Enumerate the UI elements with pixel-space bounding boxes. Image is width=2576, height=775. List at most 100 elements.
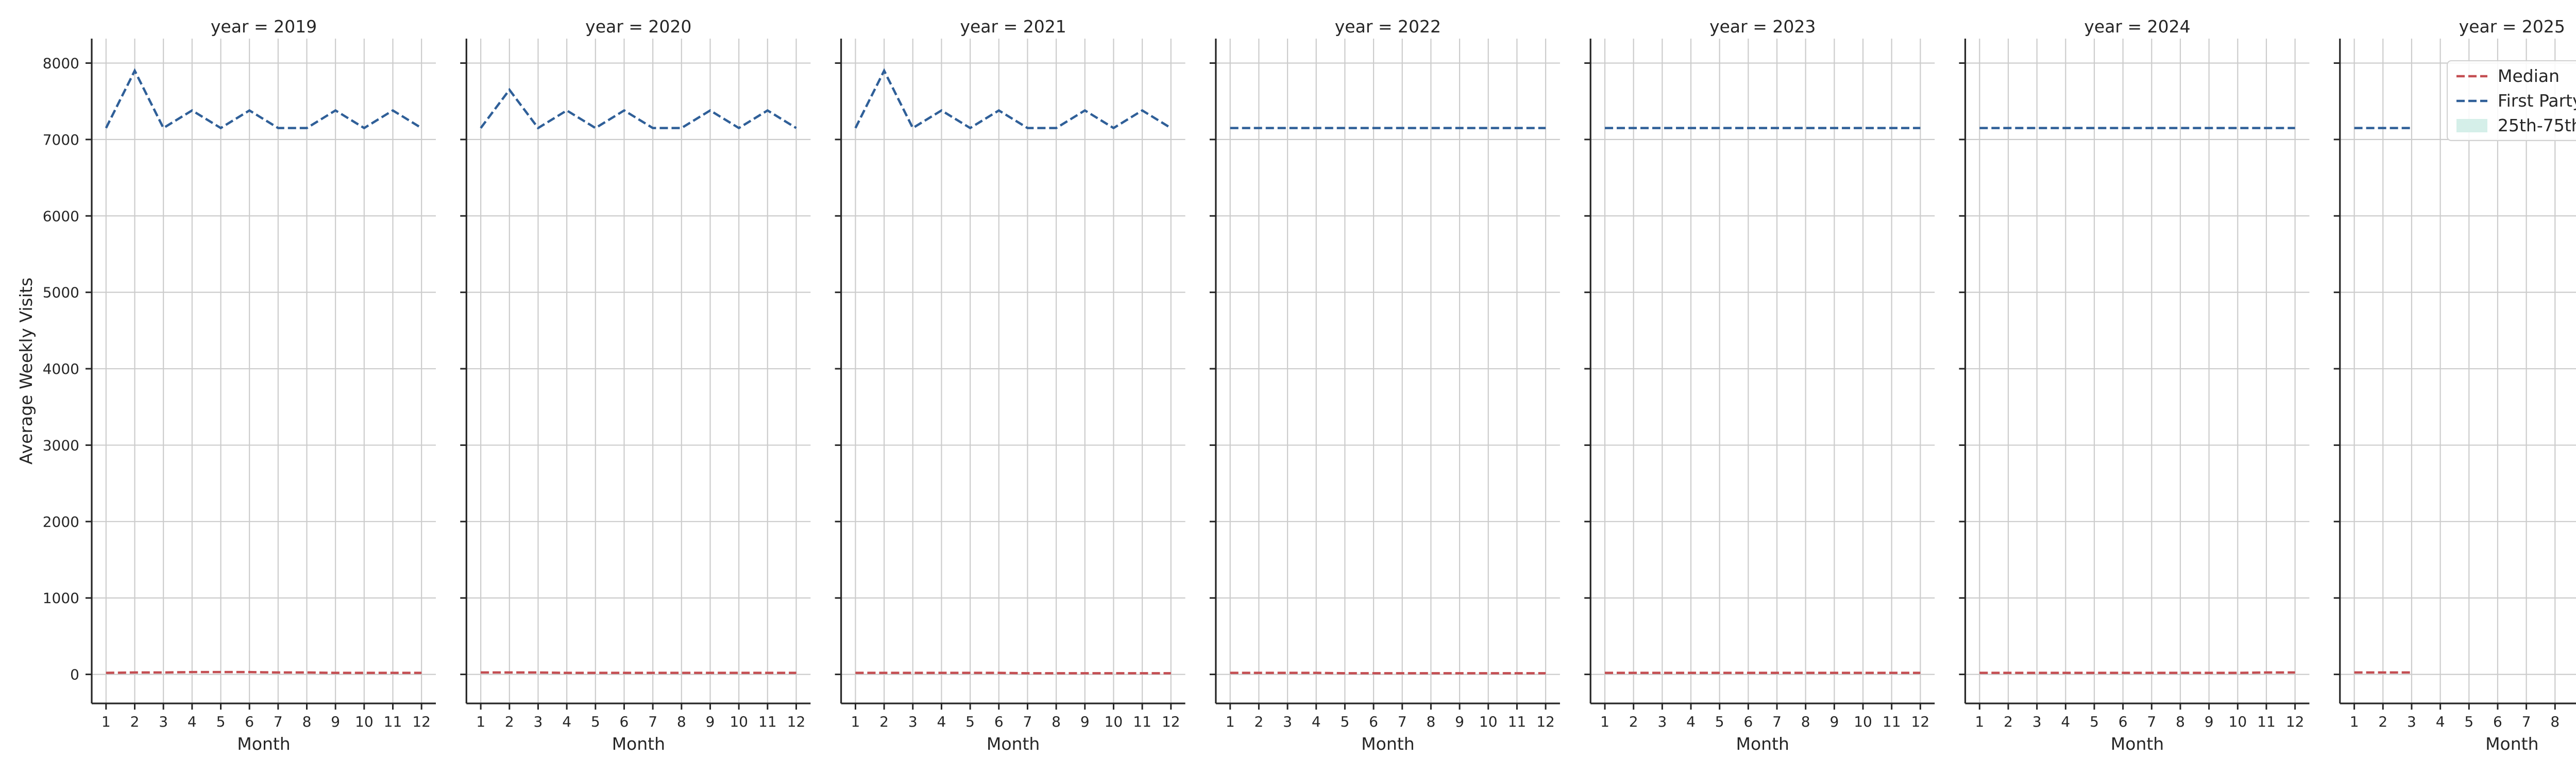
x-axis-title: Month — [2485, 734, 2538, 754]
x-tick-label: 2 — [2378, 713, 2387, 730]
x-tick-label: 9 — [331, 713, 340, 730]
x-tick-label: 4 — [937, 713, 946, 730]
x-tick-label: 4 — [188, 713, 197, 730]
x-tick-label: 6 — [620, 713, 629, 730]
x-axis-title: Month — [612, 734, 665, 754]
legend-label: Median — [2498, 66, 2560, 86]
x-tick-label: 7 — [1772, 713, 1782, 730]
x-tick-label: 11 — [1883, 713, 1901, 730]
median-line — [855, 671, 1171, 675]
x-tick-label: 10 — [355, 713, 374, 730]
x-tick-label: 8 — [1052, 713, 1061, 730]
x-tick-label: 12 — [1536, 713, 1555, 730]
y-tick-label: 0 — [70, 666, 79, 683]
x-tick-label: 8 — [2550, 713, 2560, 730]
x-tick-label: 8 — [1801, 713, 1810, 730]
y-tick-label: 4000 — [43, 360, 79, 377]
x-tick-label: 3 — [2407, 713, 2416, 730]
x-tick-label: 11 — [758, 713, 777, 730]
x-tick-label: 8 — [2176, 713, 2185, 730]
x-tick-label: 5 — [1340, 713, 1349, 730]
x-tick-label: 11 — [1133, 713, 1151, 730]
x-tick-label: 3 — [2032, 713, 2042, 730]
x-axis-title: Month — [1361, 734, 1414, 754]
legend-label: First Party Median — [2498, 91, 2576, 111]
x-tick-label: 12 — [1162, 713, 1180, 730]
facet-title: year = 2023 — [1709, 16, 1816, 37]
x-tick-label: 4 — [562, 713, 571, 730]
x-tick-label: 8 — [302, 713, 312, 730]
facet-title: year = 2022 — [1335, 16, 1441, 37]
x-tick-label: 12 — [787, 713, 806, 730]
x-axis-title: Month — [987, 734, 1040, 754]
x-tick-label: 10 — [1479, 713, 1498, 730]
x-tick-label: 4 — [2061, 713, 2070, 730]
x-axis-title: Month — [2111, 734, 2164, 754]
x-tick-label: 3 — [534, 713, 543, 730]
x-tick-label: 3 — [1657, 713, 1667, 730]
y-tick-label: 1000 — [43, 590, 79, 607]
x-tick-label: 9 — [706, 713, 715, 730]
y-tick-label: 6000 — [43, 208, 79, 225]
x-tick-label: 5 — [2090, 713, 2099, 730]
x-tick-label: 11 — [1508, 713, 1527, 730]
x-tick-label: 9 — [1829, 713, 1839, 730]
x-tick-label: 10 — [1105, 713, 1123, 730]
facet-title: year = 2019 — [211, 16, 317, 37]
x-tick-label: 7 — [1023, 713, 1032, 730]
x-tick-label: 4 — [1686, 713, 1696, 730]
x-tick-label: 12 — [1911, 713, 1930, 730]
x-tick-label: 5 — [216, 713, 226, 730]
x-tick-label: 2 — [505, 713, 514, 730]
facet-title: year = 2024 — [2084, 16, 2190, 37]
x-tick-label: 10 — [2229, 713, 2247, 730]
x-tick-label: 10 — [1854, 713, 1872, 730]
x-tick-label: 10 — [730, 713, 748, 730]
y-tick-label: 7000 — [43, 131, 79, 148]
x-tick-label: 1 — [101, 713, 111, 730]
x-tick-label: 3 — [1283, 713, 1292, 730]
x-axis-title: Month — [1736, 734, 1789, 754]
x-tick-label: 1 — [1600, 713, 1609, 730]
x-tick-label: 6 — [1369, 713, 1378, 730]
legend-label: 25th-75th Percentile — [2498, 115, 2576, 135]
first-party-median-line — [854, 68, 1172, 130]
facet-title: year = 2025 — [2459, 16, 2565, 37]
x-tick-label: 8 — [1426, 713, 1435, 730]
x-tick-label: 3 — [908, 713, 918, 730]
x-tick-label: 6 — [2119, 713, 2128, 730]
facet-title: year = 2021 — [960, 16, 1066, 37]
x-tick-label: 9 — [1080, 713, 1090, 730]
median-line — [1230, 671, 1546, 675]
x-tick-label: 5 — [1715, 713, 1724, 730]
median-line — [106, 670, 422, 674]
x-tick-label: 2 — [130, 713, 140, 730]
x-tick-label: 12 — [2286, 713, 2304, 730]
x-tick-label: 11 — [384, 713, 402, 730]
facet-title: year = 2020 — [585, 16, 691, 37]
y-tick-label: 8000 — [43, 55, 79, 72]
legend-swatch-patch — [2456, 119, 2487, 132]
x-tick-label: 5 — [965, 713, 975, 730]
x-tick-label: 1 — [476, 713, 485, 730]
x-tick-label: 2 — [1254, 713, 1263, 730]
x-tick-label: 12 — [412, 713, 431, 730]
x-tick-label: 11 — [2257, 713, 2276, 730]
x-tick-label: 7 — [2522, 713, 2531, 730]
first-party-median-line — [480, 88, 797, 130]
x-tick-label: 1 — [851, 713, 860, 730]
x-tick-label: 7 — [274, 713, 283, 730]
x-tick-label: 1 — [2350, 713, 2359, 730]
x-tick-label: 4 — [2436, 713, 2445, 730]
x-tick-label: 2 — [1629, 713, 1638, 730]
x-tick-label: 8 — [677, 713, 686, 730]
first-party-median-line — [105, 68, 422, 130]
y-tick-label: 3000 — [43, 437, 79, 454]
x-tick-label: 5 — [591, 713, 600, 730]
x-tick-label: 6 — [245, 713, 254, 730]
y-axis-title: Average Weekly Visits — [16, 278, 36, 464]
y-tick-label: 2000 — [43, 513, 79, 530]
x-tick-label: 6 — [994, 713, 1004, 730]
